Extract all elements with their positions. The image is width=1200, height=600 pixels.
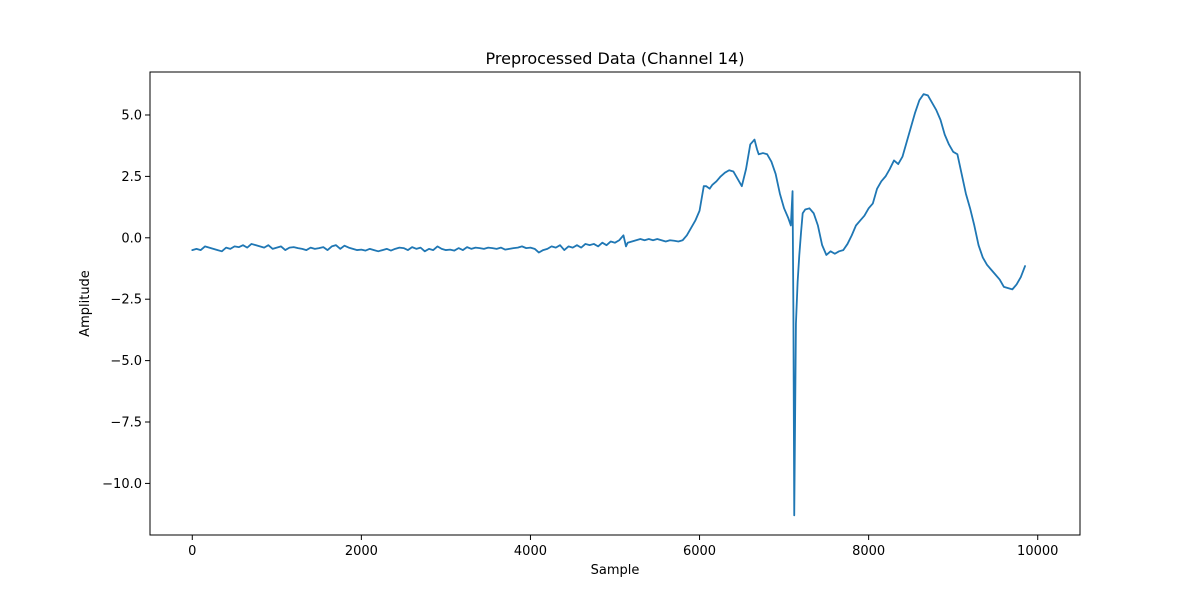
- y-tick-label: −7.5: [110, 416, 142, 431]
- y-tick-label: −2.5: [110, 293, 142, 308]
- x-axis-ticks: 0 2000 4000 6000 8000 10000: [188, 535, 1058, 559]
- y-tick-label: 5.0: [121, 108, 142, 123]
- y-tick-label: −10.0: [102, 477, 142, 492]
- x-tick-label: 0: [188, 544, 196, 559]
- x-axis-label: Sample: [591, 563, 640, 578]
- plot-frame: [149, 71, 1081, 536]
- y-axis-label: Amplitude: [78, 270, 93, 337]
- series-line: [191, 93, 1026, 517]
- y-tick-label: 2.5: [121, 170, 142, 185]
- chart-title: Preprocessed Data (Channel 14): [486, 49, 745, 68]
- series-layer: [191, 93, 1026, 517]
- plot-area: [150, 72, 1080, 535]
- y-tick-label: −5.0: [110, 354, 142, 369]
- y-axis-ticks: 5.0 2.5 0.0 −2.5 −5.0 −7.5 −10.0: [102, 108, 150, 492]
- x-tick-label: 2000: [345, 544, 378, 559]
- x-tick-label: 10000: [1017, 544, 1058, 559]
- y-tick-label: 0.0: [121, 231, 142, 246]
- x-tick-label: 4000: [514, 544, 547, 559]
- x-tick-label: 8000: [852, 544, 885, 559]
- x-tick-label: 6000: [683, 544, 716, 559]
